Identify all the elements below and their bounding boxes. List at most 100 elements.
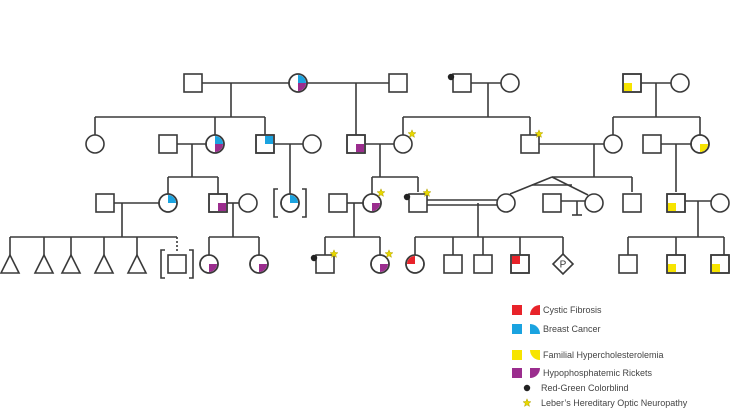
female-circle-outline (158, 193, 178, 213)
triangle-icon (93, 253, 115, 274)
lhon-marker-icon (384, 249, 394, 258)
male-individual (328, 193, 348, 213)
pregnancy-individual: P (551, 252, 575, 276)
female-circle-icon (603, 134, 623, 154)
female-individual (710, 193, 730, 213)
legend-label-cystic-fibrosis: Cystic Fibrosis (543, 305, 602, 315)
legend-label-familial-hypercholesterolemia: Familial Hypercholesterolemia (543, 350, 664, 360)
triangle-icon (33, 253, 55, 274)
female-individual (393, 129, 417, 154)
trait-quadrant (668, 203, 676, 211)
trait-quadrant (372, 203, 380, 211)
female-circle-outline (280, 193, 300, 213)
male-square-outline (710, 254, 730, 274)
male-square-icon (622, 193, 642, 213)
triangle-icon (0, 253, 21, 274)
female-individual (205, 134, 225, 154)
female-individual (273, 188, 307, 218)
legend-label-hypophosphatemic-rickets: Hypophosphatemic Rickets (543, 368, 653, 378)
female-circle-icon (500, 73, 520, 93)
female-individual (249, 254, 269, 274)
female-individual (370, 249, 394, 274)
legend-square-icon (512, 324, 522, 334)
trait-quadrant (215, 136, 223, 144)
triangle-icon (60, 253, 82, 274)
male-square-icon (642, 134, 662, 154)
trait-quadrant (215, 144, 223, 152)
female-individual (288, 73, 308, 93)
male-individual (95, 193, 115, 213)
legend-quarter-icon (530, 305, 540, 315)
triangle-icon (126, 253, 148, 274)
lhon-marker-icon (329, 249, 339, 258)
male-individual (622, 193, 642, 213)
female-individual (302, 134, 322, 154)
female-circle-outline (370, 254, 390, 274)
female-circle-outline (362, 193, 382, 213)
trait-quadrant (290, 195, 298, 203)
male-individual (447, 73, 472, 93)
trait-quadrant (259, 264, 267, 272)
female-individual (85, 134, 105, 154)
legend-label-red-green-colorblind: Red-Green Colorblind (541, 383, 629, 393)
male-individual (510, 254, 530, 274)
male-square-icon (388, 73, 408, 93)
male-square-icon (95, 193, 115, 213)
male-individual (666, 193, 686, 213)
pregnancy-label: P (560, 260, 567, 271)
male-square-outline (666, 193, 686, 213)
female-individual (238, 193, 258, 213)
trait-quadrant (265, 136, 273, 144)
male-individual (208, 193, 228, 213)
female-circle-outline (405, 254, 425, 274)
trait-quadrant (298, 83, 306, 91)
male-individual (158, 134, 178, 154)
colorblind-marker-icon (447, 73, 455, 81)
lhon-marker-icon (522, 398, 532, 407)
trait-quadrant (298, 75, 306, 83)
female-individual (670, 73, 690, 93)
adoption-bracket-icon (273, 188, 307, 218)
trait-quadrant (624, 83, 632, 91)
legend-quarter-icon (530, 324, 540, 334)
relationship-line (509, 176, 553, 195)
trait-quadrant (356, 144, 364, 152)
male-square-icon (618, 254, 638, 274)
female-individual (603, 134, 623, 154)
legend-quarter-icon (530, 350, 540, 360)
male-square-outline (346, 134, 366, 154)
lhon-marker-icon (407, 129, 417, 138)
female-circle-icon (670, 73, 690, 93)
trait-quadrant (700, 144, 708, 152)
male-individual (443, 254, 463, 274)
colorblind-marker-icon (523, 384, 531, 392)
male-individual (160, 249, 194, 279)
legend-label-breast-cancer: Breast Cancer (543, 324, 601, 334)
male-individual (346, 134, 366, 154)
male-square-icon (315, 254, 335, 274)
male-square-outline (510, 254, 530, 274)
female-circle-outline (690, 134, 710, 154)
male-square-icon (328, 193, 348, 213)
female-circle-outline (205, 134, 225, 154)
male-square-outline (622, 73, 642, 93)
legend: Cystic Fibrosis Breast Cancer Familial H… (512, 305, 688, 408)
male-individual (520, 129, 544, 154)
lhon-marker-icon (376, 188, 386, 197)
trait-quadrant (209, 264, 217, 272)
trait-quadrant (218, 203, 226, 211)
trait-quadrant (407, 256, 415, 264)
female-individual (362, 188, 386, 213)
male-individual (618, 254, 638, 274)
male-square-icon (520, 134, 540, 154)
male-square-icon (542, 193, 562, 213)
trait-quadrant (712, 264, 720, 272)
legend-label-lhon: Leber’s Hereditary Optic Neuropathy (541, 398, 688, 408)
unknown-sex-individual (60, 253, 82, 274)
male-square-icon (408, 193, 428, 213)
male-individual (310, 249, 339, 274)
male-square-icon (443, 254, 463, 274)
colorblind-marker-icon (310, 254, 318, 262)
unknown-sex-individual (33, 253, 55, 274)
